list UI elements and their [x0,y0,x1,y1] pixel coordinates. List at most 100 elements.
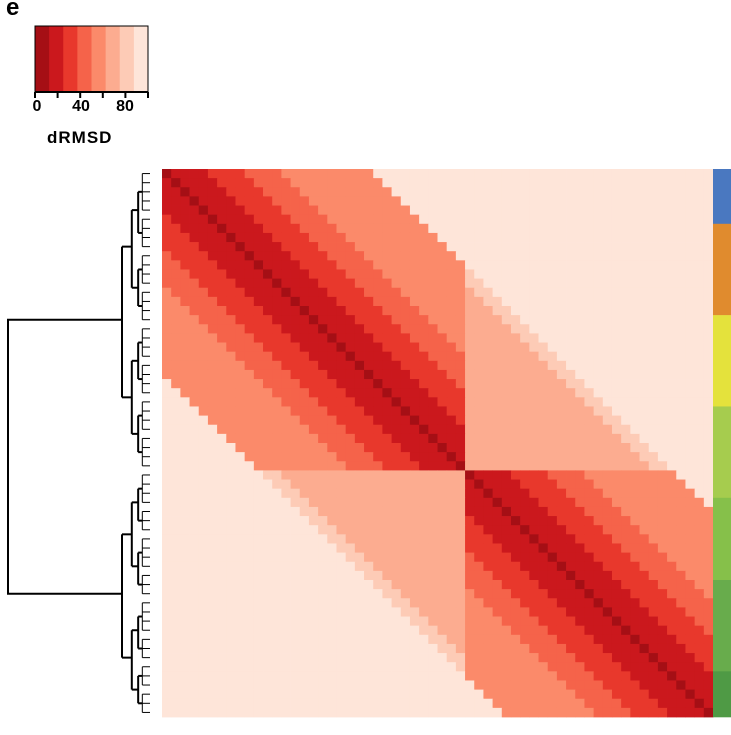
heatmap-cell [345,653,356,663]
heatmap-cell [492,360,503,371]
heatmap-cell [556,397,567,407]
heatmap-cell [639,662,650,672]
heatmap-cell [409,251,420,261]
heatmap-cell [455,178,466,188]
heatmap-cell [336,543,347,553]
heatmap-cell [694,589,705,599]
heatmap-cell [667,689,677,700]
heatmap-cell [685,497,696,508]
heatmap-cell [217,680,227,690]
heatmap-cell [455,552,466,563]
heatmap-cell [501,561,512,572]
heatmap-cell [446,415,457,426]
heatmap-cell [492,269,503,279]
heatmap-cell [639,223,650,234]
heatmap-cell [253,214,264,225]
heatmap-cell [180,488,190,499]
heatmap-cell [419,671,429,681]
heatmap-cell [189,351,200,362]
heatmap-cell [602,497,613,508]
heatmap-cell [446,315,457,325]
heatmap-cell [180,251,190,261]
heatmap-cell [657,397,668,407]
heatmap-cell [602,415,613,426]
heatmap-cell [465,470,475,480]
heatmap-cell [566,187,576,197]
heatmap-cell [520,488,530,499]
heatmap-cell [207,433,218,444]
heatmap-cell [263,534,273,544]
heatmap-cell [455,634,466,645]
heatmap-cell [676,187,686,197]
heatmap-cell [299,205,310,216]
heatmap-cell [345,223,356,234]
heatmap-cell [520,397,530,407]
heatmap-cell [630,260,640,270]
heatmap-cell [465,397,475,407]
heatmap-cell [207,516,218,526]
heatmap-cell [327,342,337,353]
heatmap-cell [171,178,181,188]
heatmap-cell [437,625,448,636]
heatmap-cell [639,707,650,718]
heatmap-cell [373,287,383,298]
heatmap-cell [538,689,549,700]
heatmap-cell [510,369,521,380]
heatmap-cell [694,187,705,197]
heatmap-cell [171,634,181,645]
heatmap-cell [299,680,310,690]
heatmap-cell [162,351,172,362]
heatmap-cell [419,689,429,700]
heatmap-cell [281,196,291,206]
heatmap-cell [281,552,291,563]
heatmap-cell [492,424,503,435]
heatmap-cell [566,497,576,508]
heatmap-cell [198,561,209,572]
heatmap-cell [501,278,512,289]
heatmap-cell [364,324,374,334]
heatmap-cell [455,424,466,435]
heatmap-cell [446,516,457,526]
heatmap-cell [703,260,714,270]
heatmap-cell [547,324,558,334]
heatmap-cell [336,214,347,225]
heatmap-cell [162,379,172,389]
heatmap-cell [373,625,383,636]
heatmap-cell [538,452,549,462]
heatmap-cell [593,169,604,179]
heatmap-cell [676,598,686,608]
heatmap-cell [621,260,631,270]
heatmap-cell [556,260,567,270]
heatmap-cell [217,607,227,617]
heatmap-cell [474,169,484,179]
heatmap-cell [217,242,227,252]
heatmap-cell [180,324,190,334]
heatmap-cell [483,479,493,490]
heatmap-cell [180,306,190,316]
heatmap-cell [547,680,558,690]
heatmap-cell [189,698,200,709]
heatmap-cell [520,324,530,334]
heatmap-cell [419,379,429,389]
heatmap-cell [382,214,392,225]
heatmap-cell [198,625,209,636]
heatmap-cell [657,214,668,225]
heatmap-cell [354,552,365,563]
heatmap-cell [437,260,448,270]
heatmap-cell [354,287,365,298]
heatmap-cell [409,433,420,444]
heatmap-cell [171,187,181,197]
heatmap-cell [667,680,677,690]
heatmap-cell [391,452,402,462]
heatmap-cell [235,251,246,261]
heatmap-cell [400,506,411,517]
heatmap-cell [198,607,209,617]
heatmap-cell [501,187,512,197]
heatmap-cell [253,625,264,636]
heatmap-cell [189,424,200,435]
heatmap-cell [648,443,659,453]
heatmap-cell [244,680,255,690]
heatmap-cell [318,360,328,371]
heatmap-cell [290,306,301,316]
heatmap-cell [538,232,549,243]
